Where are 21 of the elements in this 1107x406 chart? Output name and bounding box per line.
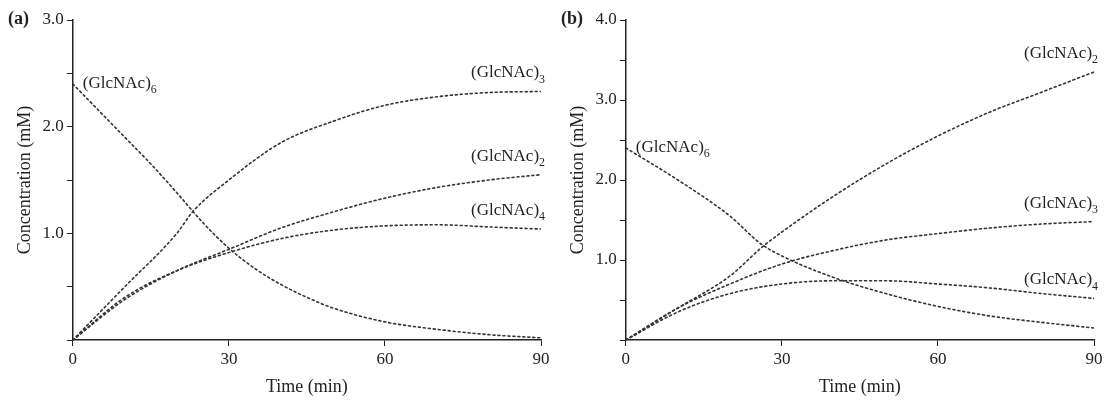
x-tick-label: 60 xyxy=(929,348,947,368)
x-tick-label: 30 xyxy=(220,348,238,368)
y-tick-label: 3.0 xyxy=(42,9,64,29)
y-tick-label: 3.0 xyxy=(595,89,617,109)
x-tick-label: 90 xyxy=(532,348,550,368)
x-tick-label: 0 xyxy=(68,348,78,368)
y-tick-label: 2.0 xyxy=(595,169,617,189)
y-axis-title: Concentration (mM) xyxy=(566,105,588,255)
x-tick-label: 30 xyxy=(773,348,791,368)
chart-title: (b) xyxy=(561,8,583,29)
y-tick-label: 4.0 xyxy=(595,9,617,29)
x-tick-label: 0 xyxy=(621,348,631,368)
y-tick-label: 1.0 xyxy=(42,222,64,242)
x-axis-title: Time (min) xyxy=(819,375,901,397)
x-tick-label: 90 xyxy=(1085,348,1103,368)
y-tick-label: 2.0 xyxy=(42,116,64,136)
y-tick-label: 1.0 xyxy=(595,249,617,269)
x-axis-title: Time (min) xyxy=(266,375,348,397)
y-axis-title: Concentration (mM) xyxy=(13,105,35,255)
x-tick-label: 60 xyxy=(376,348,394,368)
chart-title: (a) xyxy=(8,8,29,29)
